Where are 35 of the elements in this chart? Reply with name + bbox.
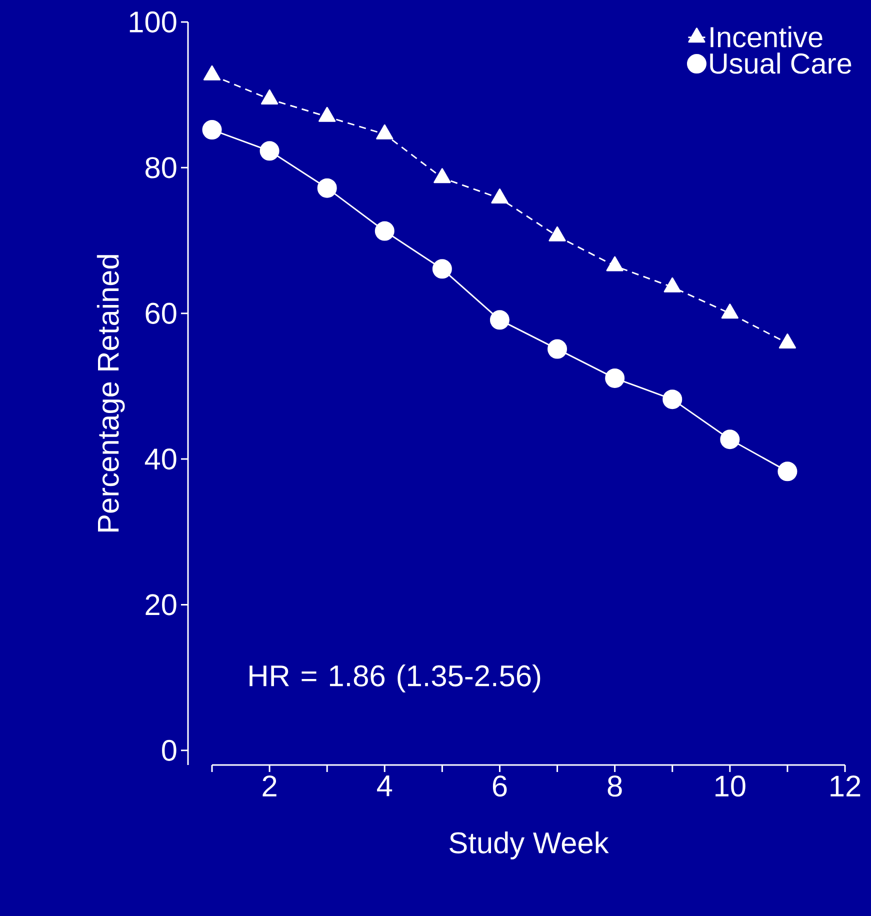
y-tick-label: 20: [146, 594, 176, 616]
point: [605, 368, 625, 388]
x-tick-label: 10: [716, 776, 746, 797]
point: [376, 124, 394, 140]
point: [606, 256, 624, 272]
x-tick-label: 6: [492, 776, 507, 797]
y-tick-label: 60: [146, 302, 176, 324]
point: [261, 89, 278, 104]
point: [374, 221, 394, 241]
y-tick-label: 40: [144, 448, 176, 470]
x-axis-title: Study Week: [450, 832, 609, 860]
point: [664, 277, 681, 292]
x-tick-label: 12: [830, 776, 860, 796]
legend-label: Usual Care: [710, 52, 852, 74]
legend-label: Incentive: [710, 26, 822, 48]
y-axis-title: Percentage Retained: [96, 255, 125, 532]
x-tick-label: 4: [377, 776, 392, 796]
point: [721, 304, 738, 319]
point: [318, 106, 336, 122]
point: [548, 339, 568, 359]
point: [203, 65, 221, 80]
point: [778, 462, 798, 482]
point: [662, 390, 682, 410]
y-tick-label: 100: [130, 11, 176, 33]
x-tick-label: 2: [262, 776, 276, 796]
y-tick-label: 80: [146, 157, 176, 178]
point: [432, 259, 452, 279]
point: [434, 168, 451, 184]
point: [720, 430, 740, 450]
annotation: HR = 1.86 (1.35-2.56): [250, 664, 540, 692]
point: [491, 188, 508, 204]
point: [548, 226, 566, 242]
x-tick-label: 8: [608, 776, 622, 797]
point: [490, 310, 510, 330]
y-tick-label: 0: [162, 740, 176, 762]
